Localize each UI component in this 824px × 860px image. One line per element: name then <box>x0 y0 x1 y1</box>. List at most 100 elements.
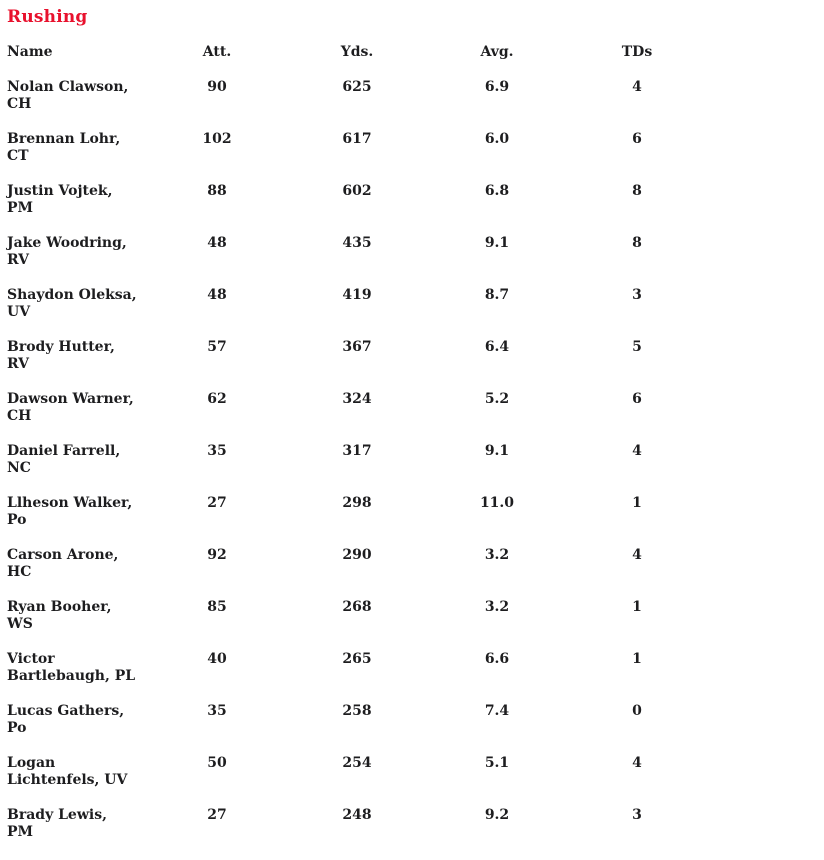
player-name: Ryan Booher, WS <box>7 599 112 632</box>
player-name: Daniel Farrell, NC <box>7 443 121 476</box>
average-cell: 6.4 <box>484 339 510 355</box>
player-row: Brennan Lohr, CT 102 617 6.0 6 <box>7 131 707 183</box>
average-cell: 9.1 <box>484 443 510 459</box>
yards-cell: 248 <box>342 807 372 823</box>
player-row: Nolan Clawson, CH 90 625 6.9 4 <box>7 79 707 131</box>
player-name-cell: Brennan Lohr, CT <box>7 131 147 183</box>
touchdowns-cell: 4 <box>632 79 642 95</box>
touchdowns-cell: 3 <box>632 807 642 823</box>
player-name: Lucas Gathers, Po <box>7 703 125 736</box>
touchdowns-cell: 0 <box>632 703 642 719</box>
attempts-cell: 57 <box>207 339 227 355</box>
touchdowns-cell: 4 <box>632 443 642 459</box>
yards-cell: 602 <box>342 183 372 199</box>
player-name: Carson Arone, HC <box>7 547 119 580</box>
player-row: Justin Vojtek, PM 88 602 6.8 8 <box>7 183 707 235</box>
player-row: Ryan Booher, WS 85 268 3.2 1 <box>7 599 707 651</box>
yards-cell: 298 <box>342 495 372 511</box>
player-name: Brennan Lohr, CT <box>7 131 121 164</box>
attempts-cell: 62 <box>207 391 227 407</box>
player-name-cell: Jake Woodring, RV <box>7 235 147 287</box>
attempts-cell: 48 <box>207 287 227 303</box>
attempts-cell: 102 <box>202 131 232 147</box>
attempts-cell: 35 <box>207 703 227 719</box>
player-name-cell: Logan Lichtenfels, UV <box>7 755 147 807</box>
yards-cell: 324 <box>342 391 372 407</box>
attempts-cell: 85 <box>207 599 227 615</box>
player-name: Victor Bartlebaugh, PL <box>7 651 136 684</box>
yards-cell: 617 <box>342 131 372 147</box>
yards-cell: 290 <box>342 547 372 563</box>
player-name-cell: Lucas Gathers, Po <box>7 703 147 755</box>
player-name-cell: Nolan Clawson, CH <box>7 79 147 131</box>
player-row: Llheson Walker, Po 27 298 11.0 1 <box>7 495 707 547</box>
average-cell: 8.7 <box>484 287 510 303</box>
player-row: Dawson Warner, CH 62 324 5.2 6 <box>7 391 707 443</box>
section-title: Rushing <box>7 7 88 27</box>
touchdowns-cell: 1 <box>632 651 642 667</box>
yards-cell: 258 <box>342 703 372 719</box>
player-row: Brody Hutter, RV 57 367 6.4 5 <box>7 339 707 391</box>
column-header-touchdowns: TDs <box>621 44 653 60</box>
player-name-cell: Dawson Warner, CH <box>7 391 147 443</box>
player-name-cell: Brody Hutter, RV <box>7 339 147 391</box>
player-row: Lucas Gathers, Po 35 258 7.4 0 <box>7 703 707 755</box>
player-row: Logan Lichtenfels, UV 50 254 5.1 4 <box>7 755 707 807</box>
attempts-cell: 50 <box>207 755 227 771</box>
player-name: Logan Lichtenfels, UV <box>7 755 128 788</box>
yards-cell: 435 <box>342 235 372 251</box>
player-name-cell: Shaydon Oleksa, UV <box>7 287 147 339</box>
yards-cell: 419 <box>342 287 372 303</box>
yards-cell: 254 <box>342 755 372 771</box>
average-cell: 6.9 <box>484 79 510 95</box>
attempts-cell: 35 <box>207 443 227 459</box>
player-name: Brady Lewis, PM <box>7 807 107 840</box>
average-cell: 6.8 <box>484 183 510 199</box>
player-name-cell: Daniel Farrell, NC <box>7 443 147 495</box>
column-header-yards: Yds. <box>340 44 374 60</box>
yards-cell: 625 <box>342 79 372 95</box>
touchdowns-cell: 4 <box>632 547 642 563</box>
player-name: Shaydon Oleksa, UV <box>7 287 137 320</box>
player-name: Nolan Clawson, CH <box>7 79 129 112</box>
attempts-cell: 92 <box>207 547 227 563</box>
player-name-cell: Justin Vojtek, PM <box>7 183 147 235</box>
player-name: Dawson Warner, CH <box>7 391 134 424</box>
attempts-cell: 90 <box>207 79 227 95</box>
table-header-row: Name Att. Yds. Avg. TDs <box>7 44 707 79</box>
touchdowns-cell: 6 <box>632 131 642 147</box>
player-name: Llheson Walker, Po <box>7 495 133 528</box>
average-cell: 3.2 <box>484 547 510 563</box>
player-name: Justin Vojtek, PM <box>7 183 113 216</box>
average-cell: 3.2 <box>484 599 510 615</box>
player-name-cell: Victor Bartlebaugh, PL <box>7 651 147 703</box>
touchdowns-cell: 8 <box>632 183 642 199</box>
column-header-attempts: Att. <box>202 44 232 60</box>
column-header-name: Name <box>7 44 53 60</box>
attempts-cell: 48 <box>207 235 227 251</box>
yards-cell: 367 <box>342 339 372 355</box>
player-row: Shaydon Oleksa, UV 48 419 8.7 3 <box>7 287 707 339</box>
average-cell: 7.4 <box>484 703 510 719</box>
attempts-cell: 88 <box>207 183 227 199</box>
player-row: Brady Lewis, PM 27 248 9.2 3 <box>7 807 707 859</box>
touchdowns-cell: 5 <box>632 339 642 355</box>
player-name-cell: Ryan Booher, WS <box>7 599 147 651</box>
average-cell: 6.0 <box>484 131 510 147</box>
touchdowns-cell: 3 <box>632 287 642 303</box>
yards-cell: 268 <box>342 599 372 615</box>
player-name: Jake Woodring, RV <box>7 235 127 268</box>
attempts-cell: 40 <box>207 651 227 667</box>
average-cell: 9.2 <box>484 807 510 823</box>
player-row: Jake Woodring, RV 48 435 9.1 8 <box>7 235 707 287</box>
average-cell: 6.6 <box>484 651 510 667</box>
player-name-cell: Carson Arone, HC <box>7 547 147 599</box>
player-name-cell: Brady Lewis, PM <box>7 807 147 859</box>
average-cell: 11.0 <box>479 495 515 511</box>
column-header-average: Avg. <box>480 44 514 60</box>
touchdowns-cell: 1 <box>632 599 642 615</box>
player-name-cell: Llheson Walker, Po <box>7 495 147 547</box>
average-cell: 5.1 <box>484 755 510 771</box>
yards-cell: 317 <box>342 443 372 459</box>
